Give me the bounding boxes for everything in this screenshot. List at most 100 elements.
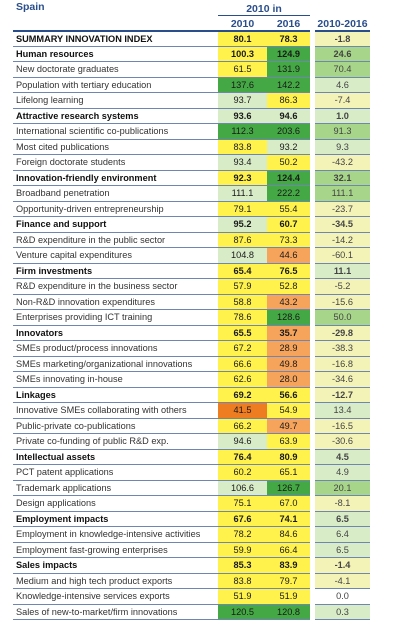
column-gap (310, 526, 315, 542)
column-gap (310, 46, 315, 62)
indicator-label: Population with tertiary education (13, 77, 218, 93)
value-2010-cell: 65.4 (218, 263, 267, 279)
value-2010-cell: 57.9 (218, 278, 267, 295)
change-cell: -34.5 (315, 216, 370, 233)
change-cell: -12.7 (315, 387, 370, 403)
value-2016-cell: 120.8 (267, 604, 310, 620)
column-gap (310, 356, 315, 372)
column-gap (310, 464, 315, 480)
value-2016-cell: 124.4 (267, 170, 310, 186)
value-2010-cell: 83.8 (218, 573, 267, 589)
value-2010-cell: 93.7 (218, 92, 267, 109)
value-2010-cell: 75.1 (218, 495, 267, 512)
value-2016-cell: 49.7 (267, 418, 310, 434)
table-row: Most cited publications 83.8 93.2 9.3 (13, 139, 370, 155)
column-gap (310, 232, 315, 248)
column-gap (310, 511, 315, 527)
indicator-label: Broadband penetration (13, 185, 218, 202)
table-row: PCT patent applications 60.2 65.1 4.9 (13, 464, 370, 481)
indicator-label: R&D expenditure in the public sector (13, 232, 218, 248)
column-gap (310, 604, 315, 620)
value-2016-cell: 124.9 (267, 46, 310, 62)
column-gap (310, 542, 315, 558)
table-row: Broadband penetration 111.1 222.2 111.1 (13, 185, 370, 202)
table-row-section: Attractive research systems 93.6 94.6 1.0 (13, 108, 370, 124)
change-header: 2010-2016 (315, 15, 370, 32)
change-cell: 6.5 (315, 542, 370, 558)
year-2016-header: 2016 (267, 15, 310, 32)
table-row-section: Intellectual assets 76.4 80.9 4.5 (13, 449, 370, 465)
value-2016-cell: 44.6 (267, 247, 310, 264)
value-2016-cell: 126.7 (267, 480, 310, 496)
column-gap (310, 61, 315, 77)
value-2016-cell: 50.2 (267, 154, 310, 171)
value-2010-cell: 58.8 (218, 294, 267, 310)
value-2010-cell: 93.6 (218, 108, 267, 124)
table-row: Innovative SMEs collaborating with other… (13, 402, 370, 419)
column-gap (310, 588, 315, 604)
table-row-section: Finance and support 95.2 60.7 -34.5 (13, 216, 370, 233)
change-cell: 4.5 (315, 449, 370, 465)
change-cell: -5.2 (315, 278, 370, 295)
indicator-label: Employment fast-growing enterprises (13, 542, 218, 558)
value-2010-cell: 94.6 (218, 433, 267, 450)
value-2016-cell: 54.9 (267, 402, 310, 419)
column-gap (310, 278, 315, 294)
indicator-label: Knowledge-intensive services exports (13, 588, 218, 605)
table-row: Opportunity-driven entrepreneurship 79.1 5… (13, 201, 370, 217)
table-row-section: Sales impacts 85.3 83.9 -1.4 (13, 557, 370, 574)
table-row: New doctorate graduates 61.5 131.9 70.4 (13, 61, 370, 78)
value-2016-cell: 79.7 (267, 573, 310, 589)
change-cell: 13.4 (315, 402, 370, 419)
table-row-section: Employment impacts 67.6 74.1 6.5 (13, 511, 370, 527)
indicator-label: R&D expenditure in the business sector (13, 278, 218, 295)
column-gap (310, 495, 315, 511)
change-cell: 11.1 (315, 263, 370, 279)
column-gap (310, 77, 315, 93)
table-row: R&D expenditure in the public sector 87.6… (13, 232, 370, 248)
value-2016-cell: 78.3 (267, 30, 310, 47)
change-cell: 4.6 (315, 77, 370, 93)
table-row: Employment fast-growing enterprises 59.9 6… (13, 542, 370, 558)
indicator-label: PCT patent applications (13, 464, 218, 481)
value-2016-cell: 83.9 (267, 557, 310, 574)
indicator-label: Trademark applications (13, 480, 218, 496)
column-gap (310, 449, 315, 465)
indicator-label: SMEs innovating in-house (13, 371, 218, 388)
value-2010-cell: 100.3 (218, 46, 267, 62)
value-2016-cell: 55.4 (267, 201, 310, 217)
value-2010-cell: 76.4 (218, 449, 267, 465)
value-2016-cell: 142.2 (267, 77, 310, 93)
column-gap (310, 123, 315, 139)
indicator-label: Linkages (13, 387, 218, 403)
value-2010-cell: 41.5 (218, 402, 267, 419)
indicator-label: Innovators (13, 325, 218, 341)
value-2010-cell: 80.1 (218, 30, 267, 47)
indicator-label: SUMMARY INNOVATION INDEX (13, 30, 218, 47)
change-cell: 9.3 (315, 139, 370, 155)
value-2016-cell: 49.8 (267, 356, 310, 372)
value-2010-cell: 60.2 (218, 464, 267, 481)
indicator-label: Sales of new-to-market/firm innovations (13, 604, 218, 620)
table-row-section: Linkages 69.2 56.6 -12.7 (13, 387, 370, 403)
value-2010-cell: 104.8 (218, 247, 267, 264)
change-cell: -16.8 (315, 356, 370, 372)
header-row-top: Spain 2010 in (13, 1, 370, 32)
value-2016-cell: 131.9 (267, 61, 310, 78)
indicator-label: New doctorate graduates (13, 61, 218, 78)
column-gap (310, 139, 315, 155)
indicator-label: Intellectual assets (13, 449, 218, 465)
value-2016-cell: 80.9 (267, 449, 310, 465)
value-2010-cell: 95.2 (218, 216, 267, 233)
indicator-label: SMEs marketing/organizational innovation… (13, 356, 218, 372)
value-2010-cell: 87.6 (218, 232, 267, 248)
indicator-label: Lifelong learning (13, 92, 218, 109)
indicator-label: International scientific co-publications (13, 123, 218, 140)
change-cell: 0.3 (315, 604, 370, 620)
column-gap (310, 263, 315, 279)
change-cell: 4.9 (315, 464, 370, 481)
header-gap (310, 15, 315, 31)
value-2016-cell: 86.3 (267, 92, 310, 109)
value-2016-cell: 28.0 (267, 371, 310, 388)
value-2016-cell: 76.5 (267, 263, 310, 279)
